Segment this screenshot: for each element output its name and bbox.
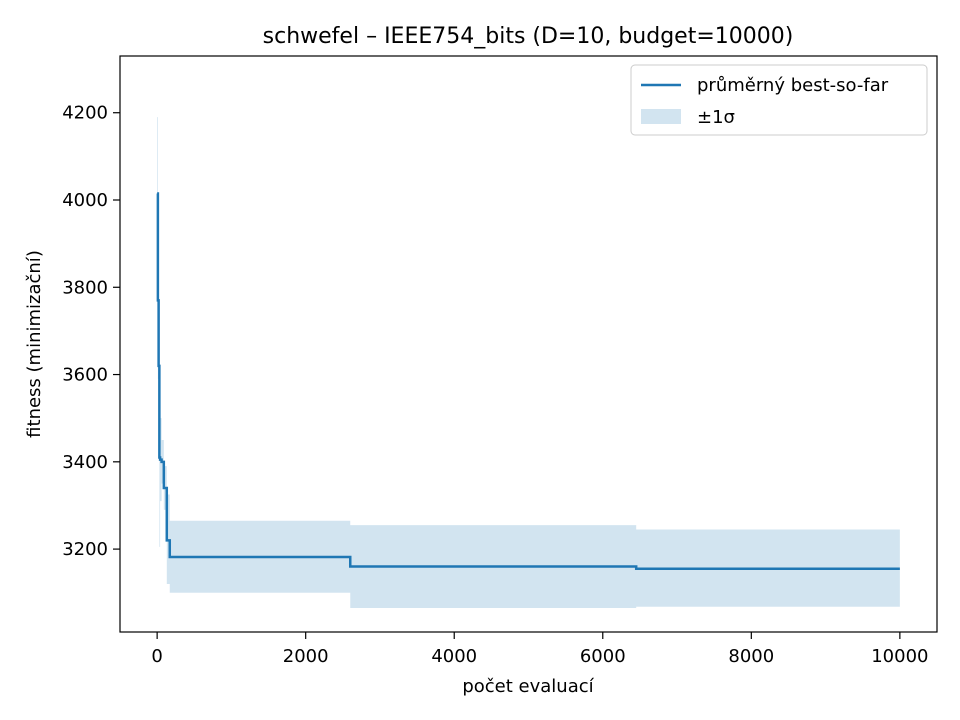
band-std <box>157 117 900 608</box>
y-tick-label: 3200 <box>62 539 108 560</box>
legend-frame <box>630 64 928 136</box>
x-tick-label: 4000 <box>431 646 477 667</box>
x-tick-label: 2000 <box>283 646 329 667</box>
plot-frame <box>119 55 938 633</box>
legend-line-label: průměrný best-so-far <box>697 75 889 96</box>
plot-area <box>156 117 900 608</box>
x-tick-label: 8000 <box>728 646 774 667</box>
legend-band-label: ±1σ <box>697 107 735 128</box>
y-axis: 3200 3400 3600 3800 4000 4200 <box>62 103 120 560</box>
x-tick-label: 6000 <box>580 646 626 667</box>
legend-band-swatch <box>641 109 681 124</box>
y-tick-label: 3800 <box>62 277 108 298</box>
x-axis: 0 2000 4000 6000 8000 10000 <box>151 632 928 667</box>
y-tick-label: 3600 <box>62 365 108 386</box>
x-tick-label: 0 <box>151 646 162 667</box>
y-axis-label: fitness (minimizační) <box>24 250 45 438</box>
x-axis-label: počet evaluací <box>462 676 594 697</box>
legend: průměrný best-so-far ±1σ <box>630 64 928 136</box>
y-tick-label: 4000 <box>62 190 108 211</box>
series-line-mean <box>156 192 900 570</box>
x-tick-label: 10000 <box>871 646 928 667</box>
chart-title: schwefel – IEEE754_bits (D=10, budget=10… <box>263 24 794 49</box>
y-tick-label: 4200 <box>62 103 108 124</box>
y-tick-label: 3400 <box>62 452 108 473</box>
